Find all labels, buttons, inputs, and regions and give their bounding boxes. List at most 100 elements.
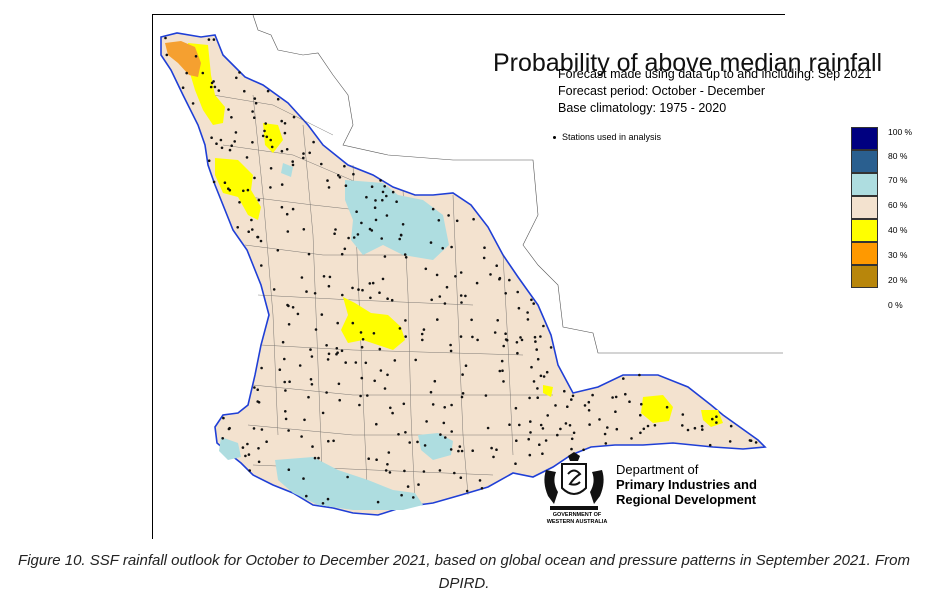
station-dot	[459, 335, 463, 338]
station-dot	[429, 390, 433, 394]
station-dot	[305, 290, 308, 293]
station-dot	[259, 239, 263, 243]
station-dot	[269, 186, 272, 189]
station-dot	[437, 219, 441, 222]
legend-swatch-100	[851, 127, 878, 150]
station-dot	[435, 273, 439, 277]
station-dot	[338, 176, 342, 179]
station-dot	[185, 71, 188, 75]
station-dot	[373, 206, 377, 209]
station-dot	[476, 338, 479, 342]
station-dot	[484, 394, 488, 397]
station-dot	[300, 435, 303, 438]
station-dot	[234, 131, 238, 134]
station-dot	[461, 373, 464, 376]
station-dot	[588, 423, 591, 426]
station-dot	[270, 145, 274, 149]
station-dot	[536, 357, 540, 361]
station-dot	[483, 246, 486, 249]
station-dot	[441, 246, 445, 250]
station-dot	[207, 159, 211, 162]
station-dot	[326, 179, 329, 182]
station-dot	[276, 97, 280, 101]
station-dot	[217, 89, 221, 92]
station-dot	[320, 162, 323, 166]
station-dot	[412, 496, 415, 499]
station-dot	[439, 433, 442, 436]
station-dot	[528, 453, 532, 457]
stations-note-label: Stations used in analysis	[562, 132, 662, 142]
station-dot	[343, 164, 346, 168]
station-dot	[515, 439, 518, 443]
station-dot	[729, 424, 733, 428]
station-dot	[443, 406, 447, 409]
station-dot	[261, 134, 265, 138]
station-dot	[728, 440, 732, 443]
legend-label-0: 0 %	[888, 300, 903, 310]
station-dot	[209, 85, 213, 89]
station-dot	[256, 235, 259, 239]
station-dot	[514, 406, 518, 410]
station-dot	[246, 442, 249, 446]
station-dot	[298, 364, 302, 367]
station-dot	[346, 475, 349, 479]
station-dot	[230, 116, 233, 119]
station-dot	[460, 301, 463, 304]
station-dot	[283, 380, 286, 384]
station-dot	[388, 471, 392, 474]
station-dot	[309, 348, 312, 351]
legend-label-70: 70 %	[888, 175, 908, 185]
station-dot	[443, 302, 447, 305]
station-dot	[260, 264, 263, 267]
station-dot	[539, 374, 543, 378]
station-dot	[244, 454, 247, 458]
stations-note: Stations used in analysis	[553, 132, 661, 142]
station-dot	[460, 449, 464, 453]
station-dot	[542, 375, 546, 378]
station-dot	[283, 357, 286, 361]
station-dot	[266, 89, 270, 93]
station-dot	[611, 396, 614, 399]
station-dot	[624, 392, 627, 396]
station-dot	[191, 102, 195, 105]
station-dot	[386, 463, 389, 466]
station-dot	[459, 294, 463, 297]
station-dot	[365, 195, 368, 199]
station-dot	[228, 148, 232, 152]
station-dot	[516, 351, 519, 355]
station-dot	[539, 335, 542, 338]
station-dot	[368, 282, 372, 285]
station-dot	[489, 273, 492, 276]
station-dot	[536, 396, 539, 400]
station-dot	[564, 422, 568, 425]
station-dot	[708, 443, 712, 447]
station-dot	[495, 264, 499, 267]
station-dot	[336, 321, 339, 325]
station-dot	[422, 328, 426, 331]
station-dot	[360, 376, 364, 380]
station-dot	[430, 298, 434, 302]
station-dot	[351, 286, 354, 290]
station-dot	[450, 430, 454, 433]
station-dot	[386, 373, 389, 377]
station-dot	[423, 444, 427, 447]
legend-swatch-20	[851, 265, 878, 288]
station-dot	[238, 71, 241, 74]
station-dot	[228, 188, 232, 192]
station-dot	[314, 328, 318, 331]
station-dot	[356, 233, 360, 236]
station-dot	[340, 252, 344, 256]
forecast-made-text: Forecast made using data up to and inclu…	[558, 67, 872, 81]
station-dot	[243, 89, 246, 93]
station-dot	[519, 336, 522, 339]
legend-label-20: 20 %	[888, 275, 908, 285]
station-dot	[536, 387, 539, 390]
station-dot	[207, 38, 211, 41]
station-dot	[374, 199, 377, 202]
station-dot	[686, 428, 690, 432]
legend-swatch-60	[851, 196, 878, 219]
station-dot	[391, 190, 395, 194]
station-dot	[475, 281, 479, 285]
station-dot	[379, 179, 382, 182]
station-dot	[539, 423, 543, 427]
